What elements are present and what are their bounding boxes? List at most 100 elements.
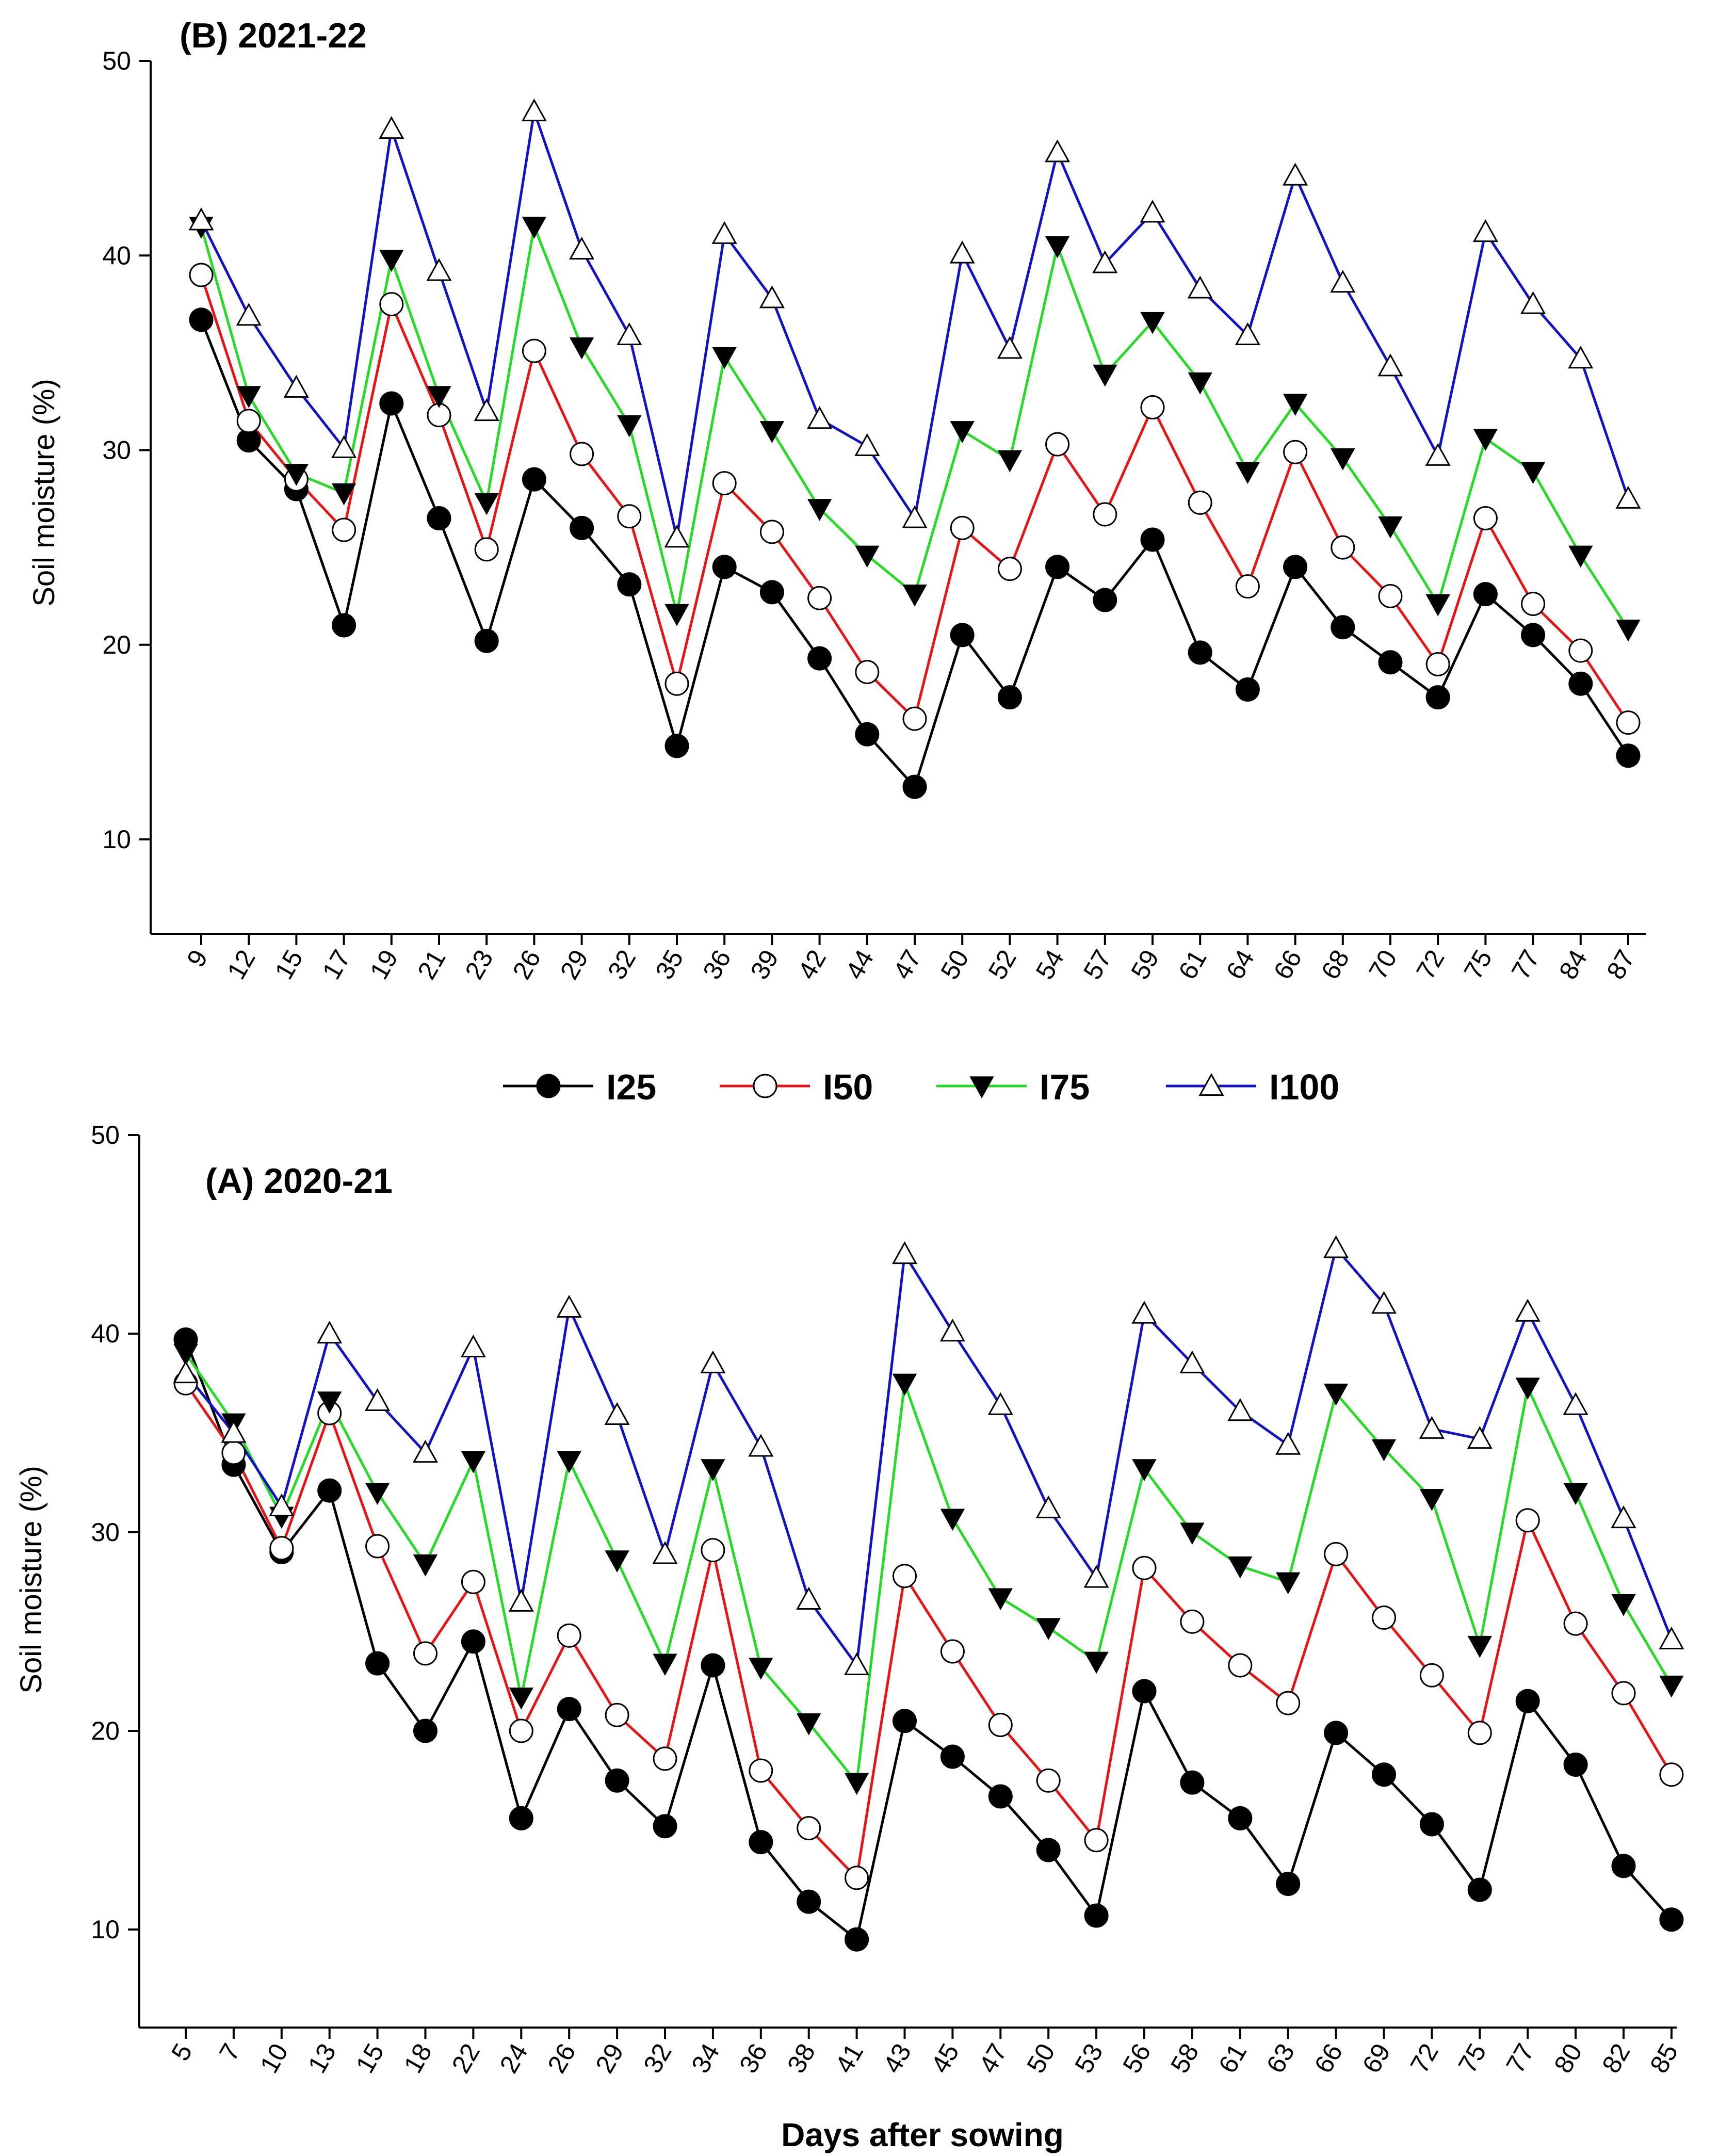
- data-point-i75-b: [1093, 364, 1117, 387]
- data-point-i100-a: [460, 1334, 486, 1358]
- data-point-i100-a: [891, 1241, 918, 1265]
- data-point-i75-a: [1323, 1383, 1349, 1406]
- data-point-i25-b: [855, 722, 880, 747]
- x-tick-label-b: 84: [1553, 945, 1593, 984]
- data-point-i50-b: [1235, 574, 1260, 599]
- data-point-i25-a: [1563, 1752, 1588, 1777]
- data-point-i100-a: [748, 1434, 774, 1457]
- data-point-i75-a: [1563, 1483, 1588, 1505]
- data-point-i50-b: [1521, 592, 1546, 617]
- data-point-i75-a: [605, 1550, 629, 1573]
- data-point-i50-b: [1093, 502, 1117, 527]
- data-point-i25-b: [1616, 743, 1641, 768]
- x-tick-label-a: 32: [638, 2039, 677, 2078]
- data-point-i50-a: [365, 1534, 390, 1559]
- data-point-i50-a: [413, 1641, 437, 1666]
- data-point-i100-a: [1035, 1495, 1061, 1518]
- data-point-i50-a: [1084, 1828, 1109, 1853]
- data-point-i100-b: [1045, 139, 1071, 163]
- data-point-i75-a: [940, 1509, 965, 1531]
- x-tick-label-a: 56: [1117, 2039, 1156, 2078]
- x-tick-label-b: 61: [1173, 945, 1212, 984]
- data-point-i100-a: [317, 1320, 343, 1344]
- x-tick-label-b: 32: [602, 945, 641, 984]
- x-tick-label-a: 41: [830, 2039, 869, 2078]
- y-tick-label-a: 50: [91, 1121, 120, 1149]
- data-point-i25-b: [1425, 685, 1450, 710]
- data-point-i100-b: [711, 221, 737, 244]
- data-point-i100-a: [173, 1360, 199, 1384]
- x-tick-label-a: 10: [254, 2039, 294, 2078]
- x-tick-label-b: 39: [745, 945, 784, 984]
- x-tick-label-a: 82: [1596, 2039, 1635, 2078]
- data-point-i50-a: [1611, 1681, 1636, 1706]
- y-tick-label-b: 40: [102, 241, 131, 270]
- data-point-i75-b: [1045, 236, 1070, 258]
- chart-panel-a: (A) 2020-21 Soil moisture (%) Days after…: [14, 1121, 1684, 2153]
- data-point-i25-a: [988, 1784, 1013, 1809]
- y-tick-label-b: 30: [102, 436, 131, 465]
- data-point-i100-b: [1187, 275, 1213, 299]
- data-point-i75-b: [427, 386, 451, 408]
- x-tick-label-a: 24: [494, 2039, 533, 2078]
- data-point-i100-a: [1563, 1392, 1588, 1415]
- data-point-i100-a: [604, 1402, 630, 1425]
- data-point-i100-b: [474, 398, 499, 422]
- data-point-i25-a: [1228, 1806, 1253, 1830]
- data-point-i25-b: [1521, 623, 1546, 647]
- data-point-i25-b: [189, 307, 214, 332]
- data-point-i50-a: [1419, 1663, 1444, 1688]
- data-point-i50-b: [1378, 583, 1403, 608]
- x-tick-label-b: 54: [1030, 945, 1069, 984]
- data-point-i75-a: [1276, 1572, 1301, 1595]
- data-point-i50-b: [997, 557, 1022, 581]
- data-point-i75-a: [1180, 1522, 1205, 1545]
- data-point-i25-a: [701, 1653, 725, 1678]
- data-point-i75-b: [902, 585, 927, 607]
- data-point-i100-b: [1377, 353, 1403, 377]
- data-point-i100-b: [1615, 485, 1641, 509]
- x-tick-label-a: 61: [1213, 2039, 1252, 2078]
- data-point-i75-b: [522, 217, 547, 239]
- x-tick-label-a: 66: [1309, 2039, 1348, 2078]
- x-tick-label-b: 75: [1458, 945, 1498, 984]
- data-point-i25-a: [845, 1927, 869, 1952]
- y-tick-label-a: 10: [91, 1915, 120, 1944]
- data-point-i50-b: [807, 586, 832, 610]
- data-point-i75-a: [317, 1391, 342, 1414]
- x-tick-label-a: 34: [686, 2039, 725, 2078]
- data-point-i75-a: [892, 1373, 917, 1396]
- legend-marker-i75: [969, 1076, 994, 1099]
- data-point-i75-b: [1378, 516, 1403, 539]
- data-point-i50-b: [1568, 638, 1593, 663]
- data-point-i100-a: [1323, 1235, 1349, 1258]
- y-axis-label-b: Soil moisture (%): [27, 379, 61, 607]
- data-point-i25-b: [997, 685, 1022, 710]
- data-point-i25-b: [1188, 640, 1212, 665]
- series-line-i100-a: [185, 1246, 1673, 1667]
- data-point-i100-b: [759, 285, 785, 309]
- data-point-i50-b: [950, 515, 975, 540]
- data-point-i75-b: [664, 604, 689, 626]
- data-point-i75-b: [1568, 545, 1593, 568]
- data-point-i50-a: [1036, 1768, 1061, 1793]
- data-point-i75-b: [1235, 462, 1260, 484]
- legend-marker-i25: [536, 1074, 561, 1098]
- data-point-i50-a: [1563, 1611, 1588, 1636]
- x-tick-label-a: 77: [1500, 2039, 1539, 2078]
- data-point-i100-a: [700, 1350, 726, 1373]
- data-point-i100-a: [1131, 1301, 1157, 1324]
- x-tick-label-a: 43: [878, 2039, 917, 2078]
- x-tick-label-a: 7: [214, 2039, 246, 2066]
- x-tick-label-a: 26: [542, 2039, 581, 2078]
- data-point-i25-b: [570, 515, 594, 540]
- data-point-i75-b: [1473, 429, 1498, 451]
- x-tick-label-b: 44: [840, 945, 879, 984]
- data-point-i75-b: [950, 421, 975, 443]
- x-tick-label-b: 77: [1506, 945, 1545, 984]
- y-tick-label-a: 40: [91, 1319, 120, 1348]
- x-tick-label-a: 5: [166, 2039, 198, 2066]
- data-point-i25-b: [902, 774, 927, 799]
- data-point-i25-a: [1180, 1770, 1205, 1795]
- data-point-i100-b: [236, 303, 262, 326]
